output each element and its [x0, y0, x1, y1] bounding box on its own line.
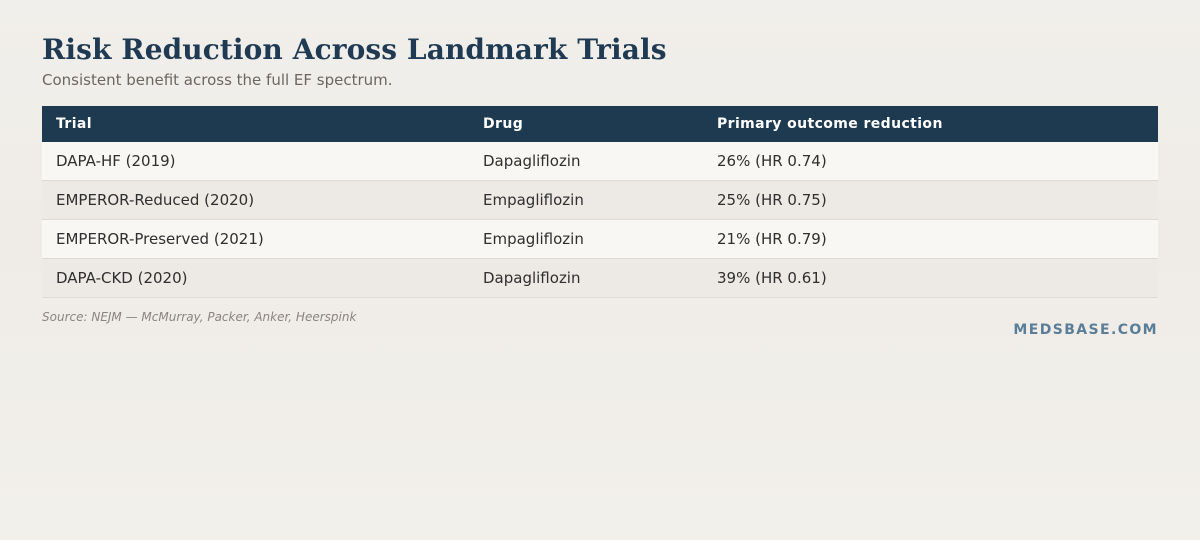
- cell-outcome: 25% (HR 0.75): [703, 180, 1158, 220]
- table-row: DAPA-HF (2019) Dapagliflozin 26% (HR 0.7…: [42, 142, 1158, 181]
- trials-table: Trial Drug Primary outcome reduction DAP…: [42, 106, 1158, 298]
- cell-trial: EMPEROR-Reduced (2020): [42, 180, 469, 220]
- page-title: Risk Reduction Across Landmark Trials: [42, 33, 667, 66]
- cell-drug: Empagliflozin: [469, 219, 703, 259]
- cell-outcome: 39% (HR 0.61): [703, 258, 1158, 298]
- cell-trial: EMPEROR-Preserved (2021): [42, 219, 469, 259]
- table-header-row: Trial Drug Primary outcome reduction: [42, 106, 1158, 142]
- source-citation: Source: NEJM — McMurray, Packer, Anker, …: [42, 310, 357, 324]
- cell-outcome: 26% (HR 0.74): [703, 142, 1158, 181]
- footer: Source: NEJM — McMurray, Packer, Anker, …: [42, 310, 1158, 340]
- table-row: EMPEROR-Preserved (2021) Empagliflozin 2…: [42, 219, 1158, 259]
- cell-drug: Dapagliflozin: [469, 258, 703, 298]
- column-header-drug: Drug: [483, 116, 524, 132]
- cell-drug: Dapagliflozin: [469, 142, 703, 181]
- column-header-trial: Trial: [56, 116, 92, 132]
- column-header-outcome: Primary outcome reduction: [717, 116, 943, 132]
- content-card: Risk Reduction Across Landmark Trials Co…: [42, 30, 1158, 340]
- table-body: DAPA-HF (2019) Dapagliflozin 26% (HR 0.7…: [42, 142, 1158, 298]
- table-row: DAPA-CKD (2020) Dapagliflozin 39% (HR 0.…: [42, 258, 1158, 298]
- brand-logo-text: MEDSBASE.COM: [1013, 322, 1158, 338]
- cell-drug: Empagliflozin: [469, 180, 703, 220]
- table-header: Trial Drug Primary outcome reduction: [42, 106, 1158, 142]
- cell-outcome: 21% (HR 0.79): [703, 219, 1158, 259]
- cell-trial: DAPA-HF (2019): [42, 142, 469, 181]
- cell-trial: DAPA-CKD (2020): [42, 258, 469, 298]
- page-subtitle: Consistent benefit across the full EF sp…: [42, 71, 393, 89]
- table-row: EMPEROR-Reduced (2020) Empagliflozin 25%…: [42, 180, 1158, 220]
